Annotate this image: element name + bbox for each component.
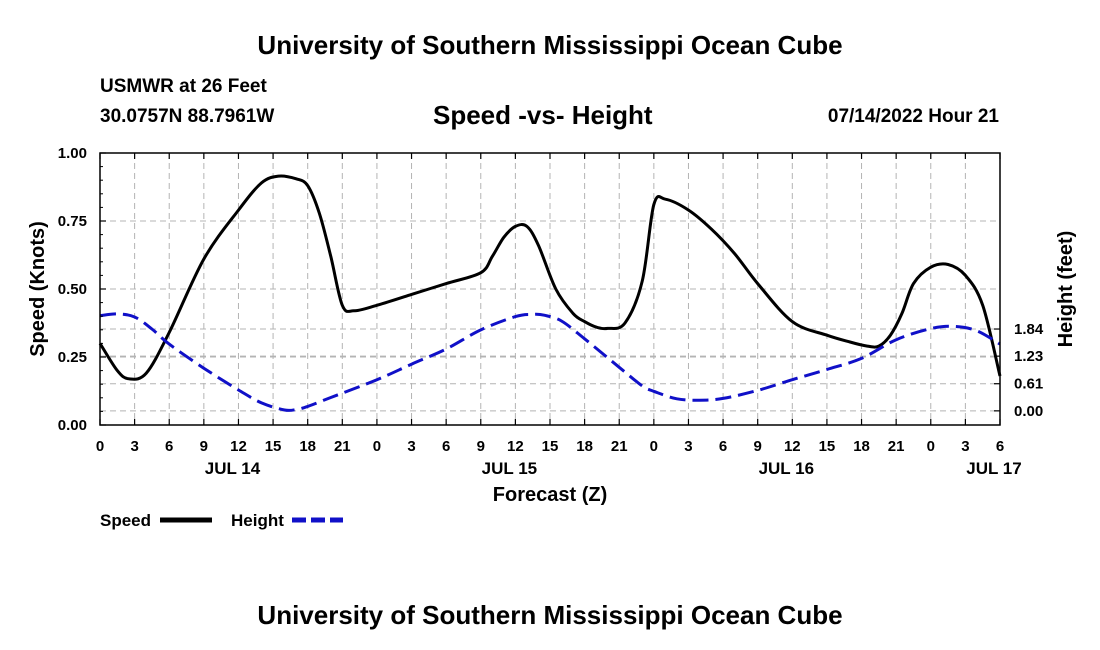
x-tick-label: 21 (611, 438, 628, 455)
day-label: JUL 16 (759, 459, 814, 478)
x-tick-label: 12 (784, 438, 801, 455)
chart-subtitle: Speed -vs- Height (433, 100, 653, 130)
chart-title: University of Southern Mississippi Ocean… (257, 30, 843, 60)
y-tick-label: 0.00 (58, 417, 87, 434)
x-tick-label: 21 (888, 438, 905, 455)
x-tick-label: 3 (407, 438, 415, 455)
x-tick-label: 0 (373, 438, 381, 455)
y2-tick-label: 1.84 (1014, 321, 1044, 338)
x-tick-label: 18 (299, 438, 316, 455)
x-tick-label: 3 (684, 438, 692, 455)
x-tick-label: 9 (200, 438, 208, 455)
y2-tick-label: 0.00 (1014, 403, 1043, 420)
y-tick-label: 0.25 (58, 349, 87, 366)
x-tick-label: 6 (719, 438, 727, 455)
x-tick-label: 0 (650, 438, 658, 455)
y2-axis-label: Height (feet) (1055, 231, 1077, 348)
x-tick-label: 18 (576, 438, 593, 455)
speed-series-line (98, 174, 1002, 381)
x-tick-label: 21 (334, 438, 351, 455)
x-axis-label: Forecast (Z) (493, 484, 607, 506)
y2-tick-label: 1.23 (1014, 348, 1043, 365)
x-tick-label: 12 (507, 438, 524, 455)
footer-title: University of Southern Mississippi Ocean… (257, 600, 843, 630)
x-tick-label: 9 (754, 438, 762, 455)
x-tick-label: 3 (130, 438, 138, 455)
legend-speed-label: Speed (100, 511, 151, 530)
x-tick-label: 9 (477, 438, 485, 455)
y-tick-label: 1.00 (58, 145, 87, 162)
coordinates-label: 30.0757N 88.7961W (100, 106, 275, 127)
station-label: USMWR at 26 Feet (100, 76, 267, 97)
x-tick-label: 6 (442, 438, 450, 455)
axes: 0 3 6 9 12 15 18 21 0 3 6 9 12 15 18 21 0 3 6 9 12 15 18 21 0 3 6 J… (58, 145, 1044, 478)
x-tick-label: 15 (542, 438, 559, 455)
day-label: JUL 17 (966, 459, 1021, 478)
x-tick-label: 6 (996, 438, 1004, 455)
x-tick-label: 0 (927, 438, 935, 455)
x-tick-label: 3 (961, 438, 969, 455)
x-tick-label: 6 (165, 438, 173, 455)
forecast-datetime: 07/14/2022 Hour 21 (827, 106, 999, 127)
legend: Speed Height (100, 511, 343, 530)
x-tick-label: 12 (230, 438, 247, 455)
legend-height-label: Height (231, 511, 284, 530)
day-label: JUL 14 (205, 459, 261, 478)
grid (100, 153, 1000, 425)
x-tick-label: 15 (265, 438, 282, 455)
day-label: JUL 15 (482, 459, 537, 478)
y2-tick-label: 0.61 (1014, 376, 1043, 393)
x-tick-label: 0 (96, 438, 104, 455)
y-tick-label: 0.50 (58, 281, 87, 298)
series-layer (98, 174, 1002, 412)
x-tick-label: 15 (819, 438, 836, 455)
y-tick-label: 0.75 (58, 213, 87, 230)
x-tick-label: 18 (853, 438, 870, 455)
height-series-line (99, 312, 1001, 412)
y-axis-label: Speed (Knots) (27, 221, 49, 357)
